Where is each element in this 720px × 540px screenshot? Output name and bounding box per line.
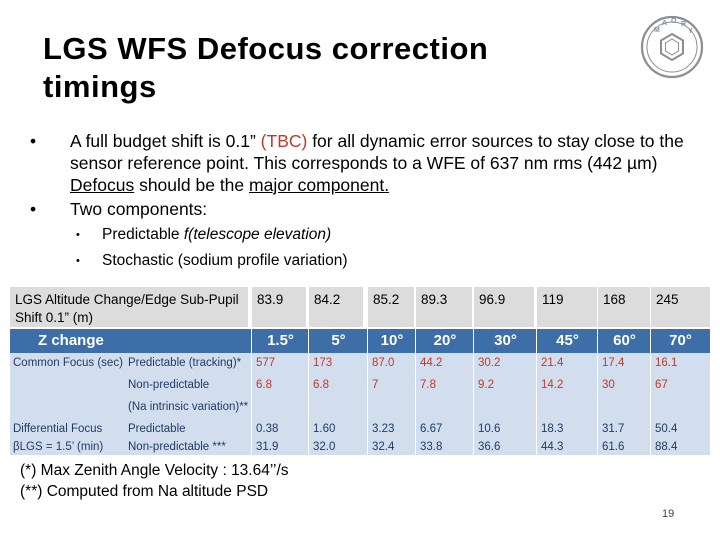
bullet-dot: • bbox=[76, 229, 80, 241]
table-body-shade bbox=[10, 353, 710, 455]
table-header-cell: 10° bbox=[380, 332, 404, 349]
table-column-divider bbox=[597, 329, 598, 455]
table-header-cell: 5° bbox=[331, 332, 346, 349]
footnote-velocity: (*) Max Zenith Angle Velocity : 13.64’’/… bbox=[20, 462, 289, 479]
svg-text:R: R bbox=[681, 21, 686, 28]
svg-text:A: A bbox=[662, 20, 667, 27]
table-cell: 14.2 bbox=[541, 379, 564, 391]
table-column-divider bbox=[308, 329, 309, 455]
table-cell: 21.4 bbox=[541, 357, 564, 369]
sub-bullet-text: Predictable bbox=[102, 226, 184, 243]
table-header-cell: Z change bbox=[38, 332, 104, 349]
svg-text:Y: Y bbox=[688, 28, 693, 35]
table-cell: 18.3 bbox=[541, 423, 564, 435]
table-cell: 67 bbox=[655, 379, 668, 391]
altitude-value: 96.9 bbox=[474, 287, 534, 327]
table-cell: 10.6 bbox=[478, 423, 501, 435]
table-header-cell: 60° bbox=[613, 332, 636, 349]
table-column-divider bbox=[367, 329, 368, 455]
bullet-text: should be the bbox=[134, 175, 250, 195]
altitude-value: 119 bbox=[537, 287, 597, 327]
footnotes: (*) Max Zenith Angle Velocity : 13.64’’/… bbox=[20, 460, 289, 502]
altitude-value: 245 bbox=[651, 287, 710, 327]
table-cell: 7.8 bbox=[420, 379, 436, 391]
altitude-value: 85.2 bbox=[368, 287, 414, 327]
table-column-divider bbox=[415, 329, 416, 455]
bullet-dot: • bbox=[30, 131, 37, 151]
table-cell: 0.38 bbox=[256, 423, 279, 435]
altitude-value: 89.3 bbox=[416, 287, 472, 327]
table-row-label: Non-predictable *** bbox=[128, 441, 226, 453]
focus-timing-table: Z change 1.5° 5° 10° 20° 30° 45° 60° 70° Common F… bbox=[10, 329, 710, 455]
altitude-value: 168 bbox=[598, 287, 650, 327]
svg-text:M: M bbox=[654, 27, 660, 34]
table-row-label: Predictable (tracking)* bbox=[128, 357, 242, 369]
bullet-text: A full budget shift is 0.1” bbox=[70, 131, 261, 151]
table-header-cell: 30° bbox=[494, 332, 517, 349]
table-row-group: βLGS = 1.5’ (min) bbox=[13, 441, 104, 453]
bullet-text: for all dynamic error sources to stay cl… bbox=[70, 131, 684, 173]
table-cell: 32.4 bbox=[372, 441, 395, 453]
sub-bullet-text: Stochastic (sodium profile variation) bbox=[102, 252, 348, 269]
maory-logo-icon: M A O R Y bbox=[640, 15, 704, 79]
table-row-label: Predictable bbox=[128, 423, 186, 435]
table-cell: 6.8 bbox=[256, 379, 272, 391]
table-cell: 6.8 bbox=[313, 379, 329, 391]
altitude-change-label: LGS Altitude Change/Edge Sub-Pupil Shift… bbox=[10, 287, 248, 327]
page-number: 19 bbox=[662, 508, 675, 520]
table-header-row bbox=[10, 329, 710, 353]
table-cell: 50.4 bbox=[655, 423, 678, 435]
table-cell: 31.9 bbox=[256, 441, 279, 453]
table-cell: 88.4 bbox=[655, 441, 678, 453]
table-cell: 31.7 bbox=[602, 423, 625, 435]
footnote-psd: (**) Computed from Na altitude PSD bbox=[20, 483, 269, 500]
table-column-divider bbox=[251, 329, 252, 455]
table-cell: 577 bbox=[256, 357, 276, 369]
table-cell: 6.67 bbox=[420, 423, 443, 435]
table-cell: 7 bbox=[372, 379, 379, 391]
table-cell: 30 bbox=[602, 379, 615, 391]
sub-bullet-predictable: • Predictable f(telescope elevation) bbox=[30, 222, 690, 248]
bullet-dot: • bbox=[30, 199, 37, 219]
table-cell: 87.0 bbox=[372, 357, 395, 369]
table-cell: 33.8 bbox=[420, 441, 443, 453]
table-row-group: Common Focus (sec) bbox=[13, 357, 123, 369]
table-cell: 44.3 bbox=[541, 441, 564, 453]
sub-bullet-stochastic: • Stochastic (sodium profile variation) bbox=[30, 248, 690, 274]
table-cell: 61.6 bbox=[602, 441, 625, 453]
bullet-two-components: • Two components: bbox=[30, 198, 690, 220]
table-cell: 30.2 bbox=[478, 357, 501, 369]
table-cell: 32.0 bbox=[313, 441, 336, 453]
table-column-divider bbox=[536, 329, 537, 455]
table-row-group: Differential Focus bbox=[13, 423, 103, 435]
altitude-value: 83.9 bbox=[252, 287, 306, 327]
table-header-cell: 45° bbox=[556, 332, 579, 349]
bullet-list: • A full budget shift is 0.1” (TBC) for … bbox=[30, 130, 690, 274]
major-component-text: major component. bbox=[249, 175, 390, 195]
table-cell: 44.2 bbox=[420, 357, 443, 369]
table-header-cell: 20° bbox=[433, 332, 457, 349]
table-column-divider bbox=[473, 329, 474, 455]
table-header-cell: 1.5° bbox=[267, 332, 294, 349]
table-row-label: (Na intrinsic variation)** bbox=[128, 401, 249, 413]
table-cell: 17.4 bbox=[602, 357, 625, 369]
bullet-text: Two components: bbox=[70, 199, 208, 219]
defocus-text: Defocus bbox=[70, 175, 135, 195]
table-header-cell: 70° bbox=[669, 332, 692, 349]
sub-bullet-italic: f(telescope elevation) bbox=[183, 226, 332, 243]
table-cell: 1.60 bbox=[313, 423, 336, 435]
bullet-budget-shift: • A full budget shift is 0.1” (TBC) for … bbox=[30, 130, 690, 196]
bullet-dot: • bbox=[76, 255, 80, 267]
slide-title: LGS WFS Defocus correction timings bbox=[43, 31, 489, 104]
table-cell: 173 bbox=[313, 357, 333, 369]
table-cell: 3.23 bbox=[372, 423, 395, 435]
table-cell: 36.6 bbox=[478, 441, 501, 453]
altitude-value: 84.2 bbox=[309, 287, 363, 327]
table-cell: 9.2 bbox=[478, 379, 494, 391]
table-cell: 16.1 bbox=[655, 357, 678, 369]
table-column-divider bbox=[650, 329, 651, 455]
svg-text:O: O bbox=[671, 18, 677, 25]
table-row-label: Non-predictable bbox=[128, 379, 210, 391]
tbc-label: (TBC) bbox=[260, 131, 308, 151]
